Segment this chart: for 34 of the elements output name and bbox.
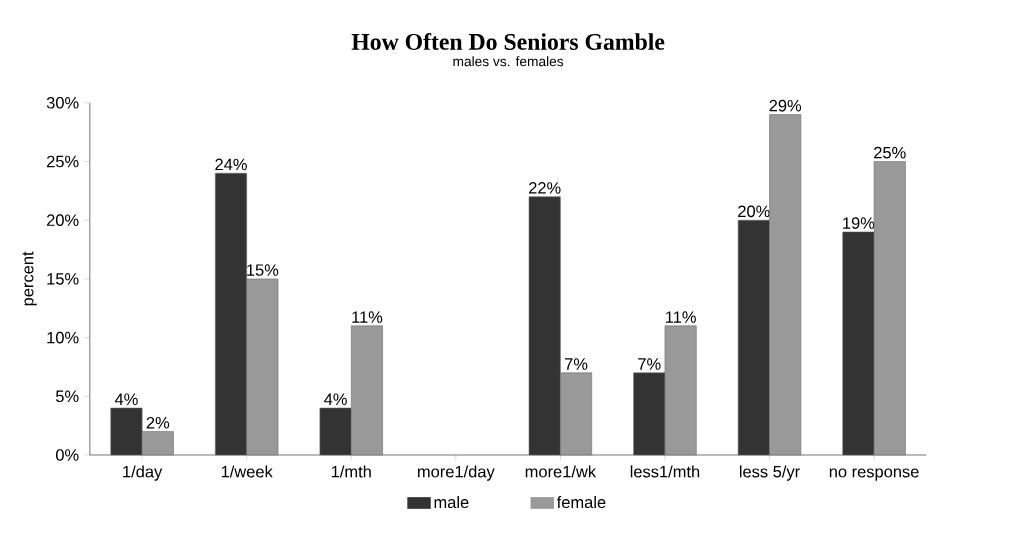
- chart-title: How Often Do Seniors Gamble: [351, 32, 665, 50]
- y-axis-title: percent: [22, 251, 37, 306]
- x-tick-label: less 5/yr: [739, 465, 800, 481]
- data-label: 4%: [114, 393, 138, 405]
- x-tick-label: 1/week: [221, 465, 273, 478]
- data-label: 15%: [247, 264, 279, 276]
- y-tick-label: 0%: [55, 449, 79, 461]
- data-label: 20%: [738, 205, 770, 218]
- data-label: 2%: [146, 416, 170, 429]
- chart-subtitle: males vs. females: [453, 56, 564, 67]
- data-label: 7%: [565, 358, 588, 370]
- data-label: 24%: [215, 158, 247, 171]
- data-label: 11%: [666, 311, 696, 323]
- legend-label: female: [556, 495, 606, 509]
- legend-label: male: [434, 495, 469, 509]
- data-label: 25%: [874, 146, 906, 159]
- y-tick-label: 30%: [46, 96, 79, 109]
- x-tick-label: more1/day: [418, 465, 495, 481]
- x-tick-label: more1/wk: [525, 465, 597, 478]
- data-label: 4%: [324, 393, 347, 405]
- y-tick-label: 5%: [55, 390, 79, 403]
- x-tick-label: less1/mth: [630, 465, 700, 478]
- y-tick-label: 20%: [46, 214, 79, 226]
- x-tick-label: no response: [829, 468, 919, 481]
- y-tick-label: 10%: [47, 331, 79, 344]
- data-label: 7%: [638, 358, 661, 370]
- y-tick-label: 15%: [47, 273, 79, 285]
- data-label: 29%: [769, 99, 802, 112]
- data-label: 11%: [352, 311, 383, 323]
- data-label: 19%: [843, 217, 875, 229]
- y-tick-label: 25%: [46, 155, 79, 168]
- x-tick-label: 1/mth: [331, 465, 371, 478]
- data-label: 22%: [529, 182, 561, 194]
- x-tick-label: 1/day: [123, 465, 163, 481]
